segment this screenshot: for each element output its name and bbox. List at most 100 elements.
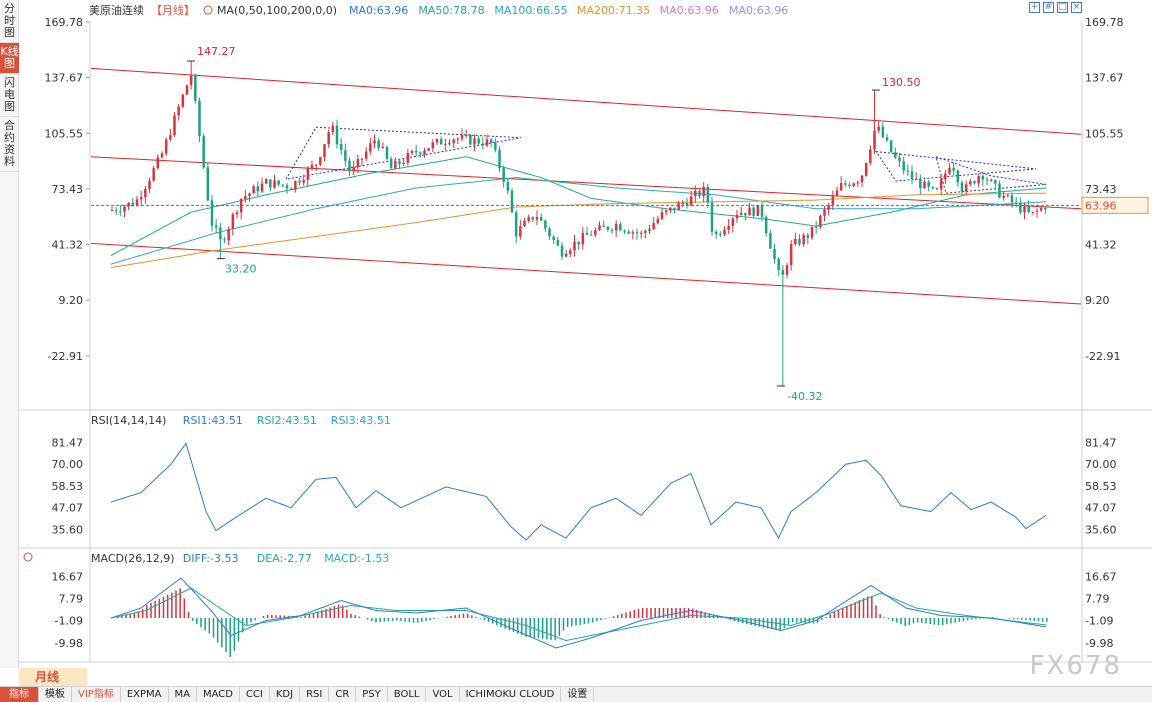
macd-tick-left: 7.79: [59, 593, 84, 606]
indicator-tab-6[interactable]: CCI: [240, 687, 270, 702]
macd-value-0: DIFF:-3.53: [183, 552, 239, 565]
candle-body: [623, 230, 626, 232]
candle-body: [444, 143, 447, 145]
candle-body: [839, 183, 843, 191]
rsi-tick-left: 35.60: [52, 523, 84, 536]
candle-body: [764, 216, 768, 234]
candle-body: [148, 180, 151, 189]
candle-body: [631, 232, 635, 234]
candle-body: [431, 142, 435, 149]
candle-body: [1027, 206, 1030, 213]
indicator-tab-11[interactable]: BOLL: [388, 687, 427, 702]
candle-body: [814, 226, 818, 228]
candle-body: [385, 146, 389, 159]
candle-body: [260, 183, 264, 192]
rsi-tick-left: 81.47: [52, 436, 84, 449]
candle-body: [506, 181, 510, 191]
indicator-tab-8[interactable]: RSI: [300, 687, 330, 702]
macd-value-2: MACD:-1.53: [324, 552, 389, 565]
candle-body: [123, 206, 126, 212]
candle-body: [594, 230, 597, 235]
annotation-low-2009: 33.20: [225, 263, 257, 276]
candle-body: [885, 137, 889, 141]
candle-body: [510, 190, 514, 213]
candle-body: [231, 214, 235, 230]
indicator-tab-10[interactable]: PSY: [356, 687, 388, 702]
candle-body: [981, 175, 985, 180]
fit-icon[interactable]: +: [1029, 2, 1040, 13]
candle-body: [373, 140, 376, 144]
indicator-tab-3[interactable]: EXPMA: [121, 687, 169, 702]
candle-body: [206, 167, 210, 201]
tab-contract-info[interactable]: 合约资料: [0, 117, 19, 172]
expand-icon[interactable]: □: [1057, 2, 1068, 13]
candle-body: [481, 143, 485, 146]
indicator-tab-13[interactable]: ICHIMOKU CLOUD: [460, 687, 562, 702]
candle-body: [769, 233, 772, 249]
candle-body: [806, 234, 810, 238]
candle-body: [423, 150, 426, 155]
indicator-tab-14[interactable]: 设置: [561, 687, 595, 702]
candle-body: [939, 179, 943, 190]
candle-body: [744, 212, 747, 216]
trend-channel-line: [90, 67, 1082, 135]
settings-icon[interactable]: [203, 5, 213, 15]
candle-body: [798, 238, 801, 245]
indicator-tab-5[interactable]: MACD: [197, 687, 240, 702]
current-price-label: 63.96: [1085, 199, 1117, 212]
candle-body: [1031, 211, 1035, 213]
candle-body: [339, 144, 343, 151]
candle-body: [648, 229, 651, 231]
candle-body: [414, 150, 418, 153]
rsi-line: [110, 442, 1047, 541]
close-icon[interactable]: ×: [1071, 2, 1082, 13]
tab-kline-chart[interactable]: K线图: [0, 43, 19, 74]
candle-body: [539, 217, 543, 221]
candle-body: [598, 225, 601, 231]
candle-body: [573, 241, 576, 251]
rsi-value-0: RSI1:43.51: [183, 414, 243, 427]
price-tick-label-right: -22.91: [1085, 350, 1120, 363]
tab-tick-chart[interactable]: 分时图: [0, 0, 19, 43]
indicator-tab-bar: 指标 模板 VIP指标 EXPMA MA MACD CCI KDJ RSI CR PSY BOLL VO…: [0, 686, 1152, 702]
indicator-tab-2[interactable]: VIP指标: [72, 687, 121, 702]
candle-body: [756, 205, 760, 216]
period-selector[interactable]: 月线: [19, 668, 87, 686]
rsi-value-2: RSI3:43.51: [331, 414, 391, 427]
candle-body: [873, 130, 876, 150]
price-tick-label-left: 137.67: [45, 72, 84, 85]
macd-settings-icon[interactable]: [23, 552, 33, 562]
indicator-tab-7[interactable]: KDJ: [270, 687, 301, 702]
grid-icon[interactable]: #: [1043, 2, 1054, 13]
candlestick-chart[interactable]: 美原油连续 【月线】 MA(0,50,100,200,0,0) MA0:63.96 MA…: [19, 0, 1152, 668]
price-tick-label-left: -22.91: [48, 350, 83, 363]
candle-body: [198, 100, 201, 137]
candle-body: [906, 170, 910, 172]
tab-flash-chart[interactable]: 闪电图: [0, 74, 19, 117]
price-tick-label-right: 9.20: [1085, 294, 1110, 307]
candle-body: [281, 184, 285, 186]
candle-body: [356, 159, 360, 168]
candle-body: [119, 211, 122, 213]
rsi-tick-right: 35.60: [1085, 523, 1117, 536]
candle-body: [223, 239, 226, 241]
candle-body: [514, 212, 518, 237]
ma-value-2: MA100:66.55: [494, 4, 567, 17]
candle-body: [544, 220, 547, 229]
candle-body: [610, 229, 614, 231]
indicator-tab-4[interactable]: MA: [169, 687, 197, 702]
candle-body: [727, 225, 730, 230]
candle-body: [114, 210, 118, 212]
candle-body: [273, 180, 276, 188]
candle-body: [569, 250, 572, 254]
candle-body: [748, 207, 751, 216]
indicator-tab-12[interactable]: VOL: [426, 687, 460, 702]
candle-body: [1023, 206, 1026, 213]
candle-body: [389, 158, 393, 169]
indicator-tab-9[interactable]: CR: [329, 687, 357, 702]
candle-body: [910, 171, 914, 180]
candle-body: [977, 175, 980, 184]
indicator-tab-0[interactable]: 指标: [0, 687, 39, 702]
candle-body: [144, 188, 147, 198]
indicator-tab-1[interactable]: 模板: [39, 687, 72, 702]
